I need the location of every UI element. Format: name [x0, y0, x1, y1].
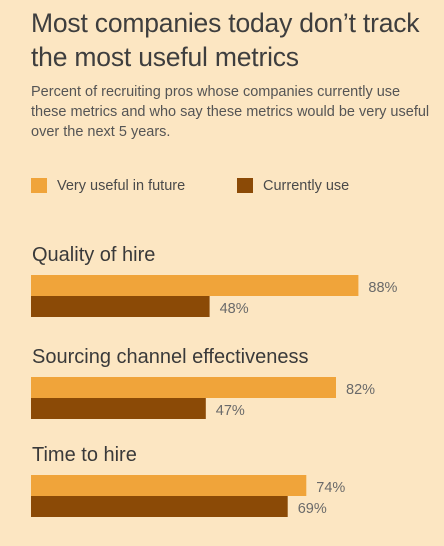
- legend-swatch-current: [237, 178, 253, 193]
- bar-future-quality-of-hire: [31, 275, 359, 296]
- chart-title: Most companies today don’t track the mos…: [31, 8, 420, 72]
- legend: Very useful in future Currently use: [31, 176, 436, 196]
- value-label-current-quality-of-hire: 48%: [220, 301, 249, 317]
- value-label-future-sourcing-channel-effectiveness: 82%: [346, 382, 375, 398]
- value-label-future-quality-of-hire: 88%: [368, 280, 397, 296]
- bar-current-quality-of-hire: [31, 296, 210, 317]
- value-label-current-time-to-hire: 69%: [298, 501, 327, 517]
- bar-future-sourcing-channel-effectiveness: [31, 377, 336, 398]
- bar-current-time-to-hire: [31, 496, 288, 517]
- legend-swatch-future: [31, 178, 47, 193]
- value-label-future-time-to-hire: 74%: [316, 480, 345, 496]
- value-label-current-sourcing-channel-effectiveness: 47%: [216, 403, 245, 419]
- chart-subtitle: Percent of recruiting pros whose compani…: [31, 84, 430, 140]
- legend-label-future: Very useful in future: [57, 178, 186, 194]
- bar-future-time-to-hire: [31, 475, 307, 496]
- category-label-sourcing-channel-effectiveness: Sourcing channel effectiveness: [32, 346, 308, 368]
- category-label-quality-of-hire: Quality of hire: [32, 244, 155, 266]
- category-label-time-to-hire: Time to hire: [32, 444, 137, 466]
- bar-current-sourcing-channel-effectiveness: [31, 398, 206, 419]
- legend-label-current: Currently use: [263, 178, 350, 194]
